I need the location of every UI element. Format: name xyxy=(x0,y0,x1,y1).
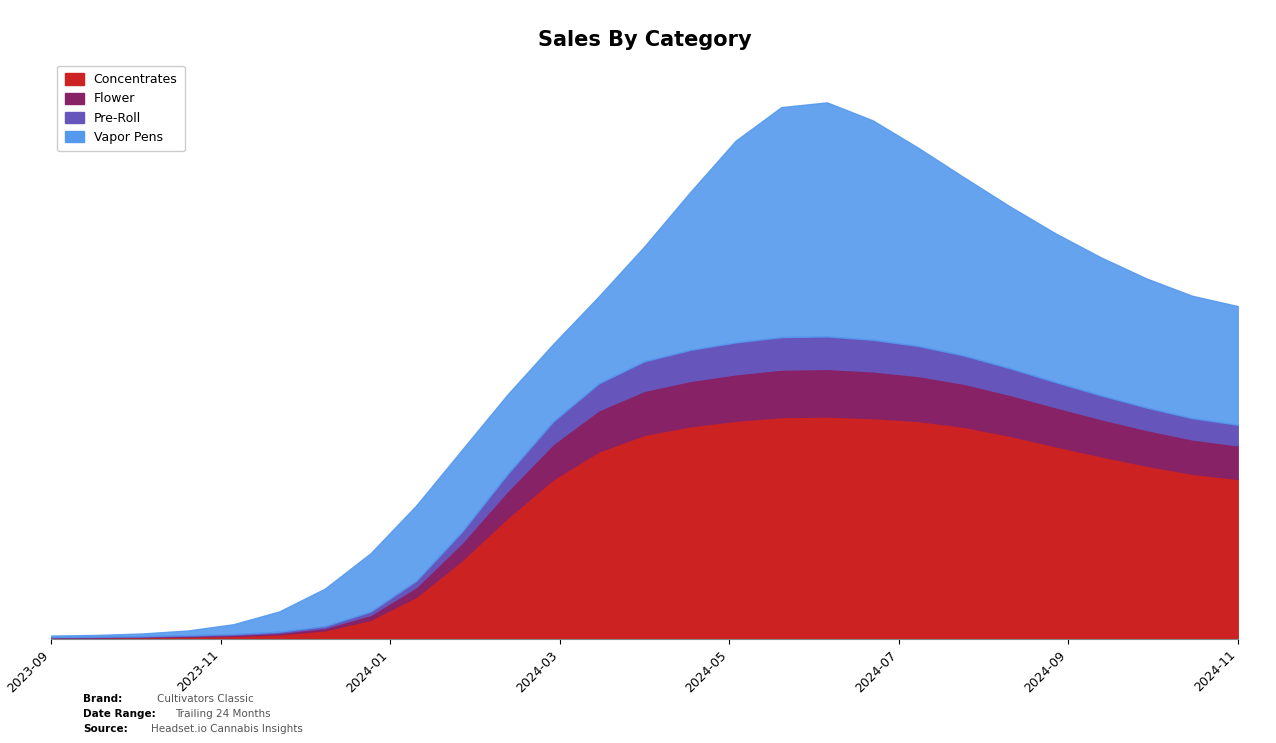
Text: Date Range:: Date Range: xyxy=(83,709,156,719)
Text: Brand:: Brand: xyxy=(83,694,122,704)
Text: Headset.io Cannabis Insights: Headset.io Cannabis Insights xyxy=(151,724,302,734)
Text: Cultivators Classic: Cultivators Classic xyxy=(157,694,254,704)
Text: Source:: Source: xyxy=(83,724,128,734)
Text: Trailing 24 Months: Trailing 24 Months xyxy=(175,709,271,719)
Legend: Concentrates, Flower, Pre-Roll, Vapor Pens: Concentrates, Flower, Pre-Roll, Vapor Pe… xyxy=(57,65,185,152)
Title: Sales By Category: Sales By Category xyxy=(537,30,752,50)
